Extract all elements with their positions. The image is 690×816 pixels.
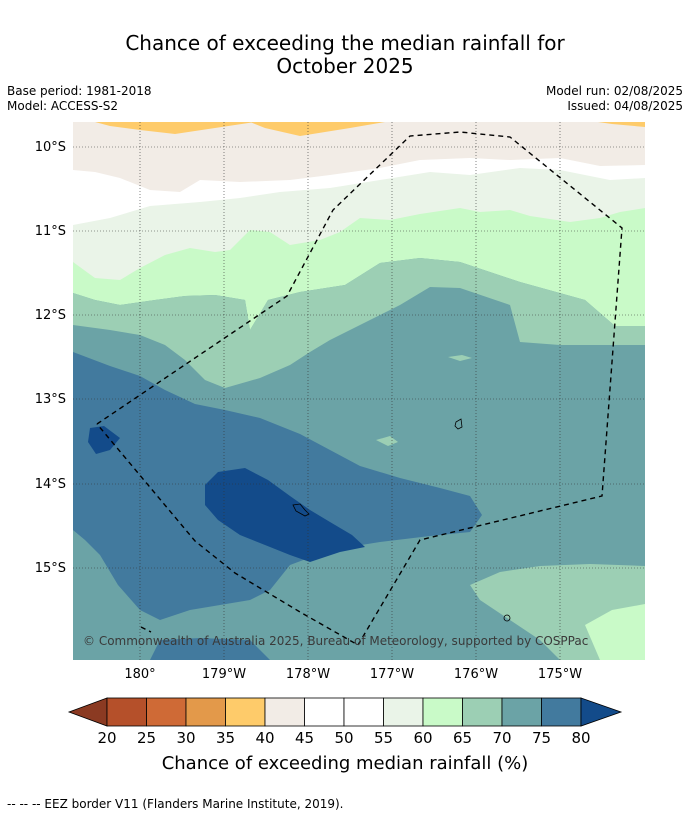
- lat-label: 15°S: [35, 561, 66, 576]
- gridlines: [73, 122, 645, 660]
- title-line-2: October 2025: [276, 54, 414, 78]
- band-75-80-bottom: [150, 638, 270, 660]
- colorbar-tick-label: 65: [453, 729, 472, 747]
- colorbar-swatch: [304, 697, 345, 727]
- colorbar-tick-label: 55: [374, 729, 393, 747]
- lon-label: 177°W: [370, 667, 414, 682]
- band-35-40-b: [250, 122, 385, 136]
- lon-label: 176°W: [454, 667, 498, 682]
- colorbar-swatch: [422, 697, 463, 727]
- island-c: [503, 614, 511, 622]
- meta-right: Model run: 02/08/2025 Issued: 04/08/2025: [546, 84, 683, 114]
- colorbar-tick-label: 25: [137, 729, 156, 747]
- colorbar-arrow-low: [67, 697, 108, 727]
- colorbar-tick-label: 45: [295, 729, 314, 747]
- colorbar-swatch: [343, 697, 384, 727]
- colorbar-swatch: [501, 697, 542, 727]
- colorbar-swatch: [541, 697, 582, 727]
- colorbar-swatch: [146, 697, 187, 727]
- patch-north: [448, 355, 472, 361]
- colorbar-swatch: [185, 697, 226, 727]
- lat-label: 14°S: [35, 477, 66, 492]
- model-run: Model run: 02/08/2025: [545, 84, 683, 98]
- colorbar-arrow-high: [580, 697, 623, 727]
- band-65-70: [73, 258, 645, 388]
- lat-label: 11°S: [35, 224, 66, 239]
- colorbar-ticks: 20 25 30 35 40 45 50 55 60 65 70 75 80: [97, 729, 590, 747]
- lon-label: 175°W: [538, 667, 582, 682]
- lon-label: 179°W: [202, 667, 246, 682]
- patch-middle: [376, 436, 398, 446]
- colorbar-tick-label: 40: [255, 729, 274, 747]
- band-75-80: [73, 352, 482, 620]
- colorbar-tick-label: 50: [334, 729, 353, 747]
- island-b: [292, 503, 310, 517]
- band-35-40-c: [598, 122, 645, 127]
- colorbar-tick-label: 35: [216, 729, 235, 747]
- lat-label: 10°S: [35, 140, 66, 155]
- band-80-plus-b: [88, 426, 120, 454]
- colorbar-tick-label: 80: [571, 729, 590, 747]
- meta-left: Base period: 1981-2018 Model: ACCESS-S2: [7, 84, 152, 114]
- model-name: Model: ACCESS-S2: [7, 99, 119, 113]
- chart-title: Chance of exceeding the median rainfall …: [0, 32, 690, 78]
- colorbar-swatch: [225, 697, 266, 727]
- eez-border-west-tick: [140, 626, 152, 633]
- band-60-65-corner: [585, 604, 645, 660]
- colorbar-tick-label: 60: [413, 729, 432, 747]
- band-35-40-a: [95, 122, 255, 134]
- lat-label: 12°S: [35, 308, 66, 323]
- copyright-text: © Commonwealth of Australia 2025, Bureau…: [83, 634, 588, 648]
- colorbar: [67, 697, 623, 727]
- eez-border: [96, 131, 623, 646]
- colorbar-label: Chance of exceeding median rainfall (%): [161, 753, 529, 774]
- lon-label: 178°W: [286, 667, 330, 682]
- island-a: [454, 418, 463, 430]
- band-45-50: [73, 122, 645, 192]
- lat-label: 13°S: [35, 392, 66, 407]
- colorbar-swatch: [264, 697, 305, 727]
- colorbar-tick-label: 75: [532, 729, 551, 747]
- title-line-1: Chance of exceeding the median rainfall …: [125, 31, 565, 55]
- colorbar-tick-label: 20: [97, 729, 116, 747]
- colorbar-swatch: [462, 697, 503, 727]
- map-plot-area: [73, 122, 645, 660]
- lat-labels: 10°S 11°S 12°S 13°S 14°S 15°S: [35, 140, 66, 576]
- colorbar-tick-label: 30: [176, 729, 195, 747]
- colorbar-swatch: [106, 697, 147, 727]
- band-80-plus-a: [205, 468, 365, 562]
- issued-date: Issued: 04/08/2025: [567, 99, 683, 113]
- colorbar-swatch: [383, 697, 424, 727]
- eez-legend-note: -- -- -- EEZ border V11 (Flanders Marine…: [7, 797, 344, 811]
- base-period: Base period: 1981-2018: [7, 84, 152, 98]
- lon-label: 180°: [124, 667, 155, 682]
- lon-labels: 180° 179°W 178°W 177°W 176°W 175°W: [124, 667, 582, 682]
- colorbar-tick-label: 70: [492, 729, 511, 747]
